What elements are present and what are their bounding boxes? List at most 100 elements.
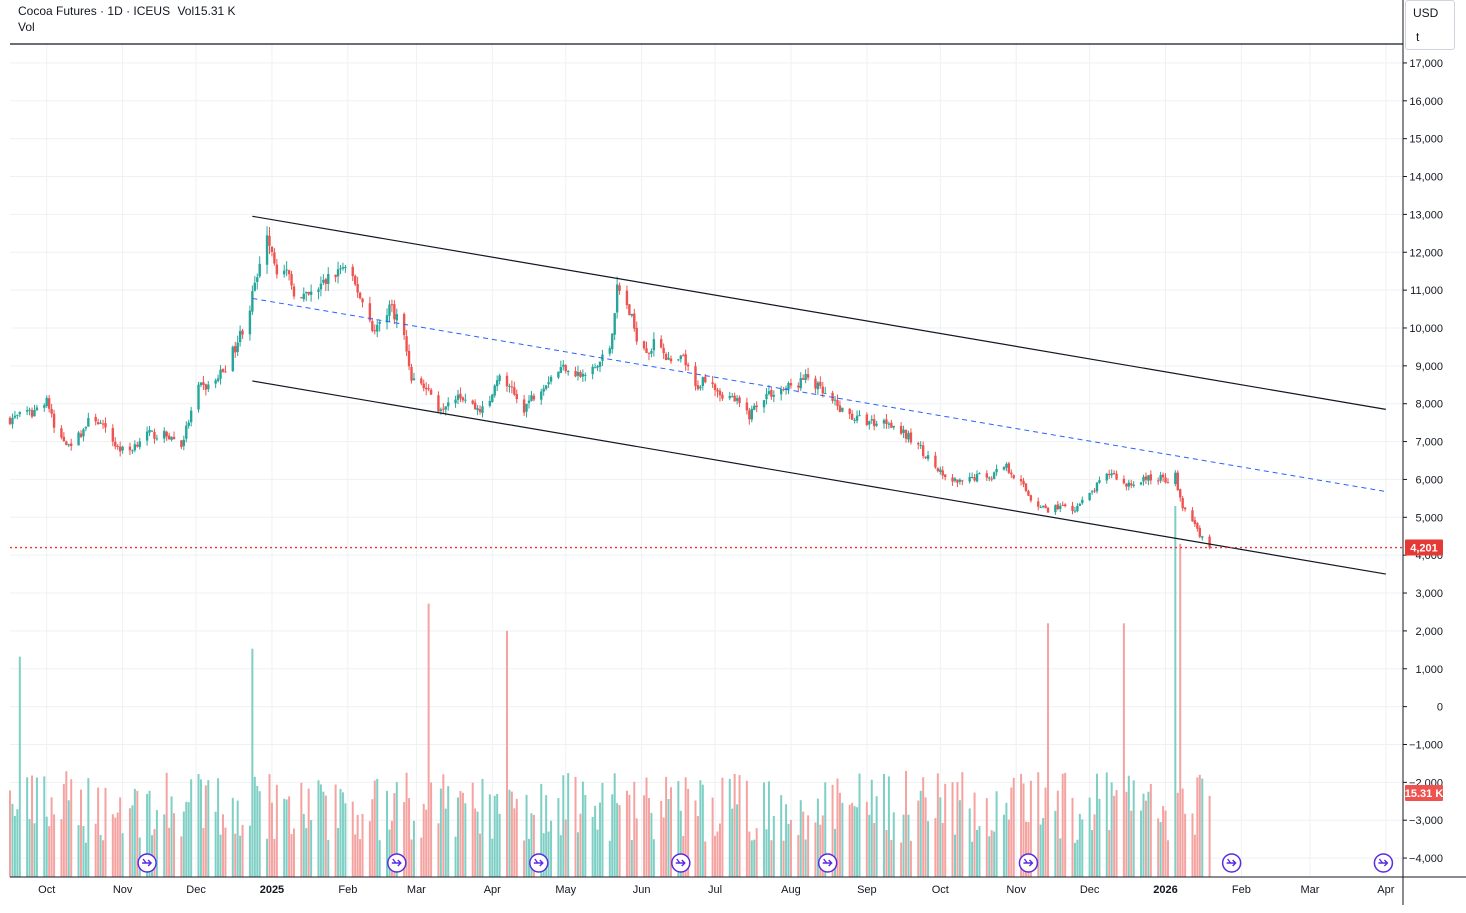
candle-body <box>527 400 531 403</box>
volume-bar <box>679 810 682 877</box>
candle-body <box>204 384 208 390</box>
volume-bar <box>515 798 518 877</box>
candle-body <box>199 382 203 386</box>
candle-body <box>919 445 922 447</box>
candle-body <box>16 414 19 416</box>
volume-bar <box>1191 813 1194 877</box>
candle-body <box>630 313 634 316</box>
volume-bar <box>767 781 770 877</box>
volume-bar <box>907 814 910 877</box>
volume-bar <box>647 798 650 877</box>
volume-bar <box>302 813 305 877</box>
volume-bar <box>836 778 839 877</box>
volume-bar <box>322 791 325 877</box>
volume-bar <box>824 782 827 877</box>
volume-bar <box>26 777 29 877</box>
candle-body <box>939 469 942 473</box>
volume-bar <box>1208 795 1211 877</box>
volume-bar <box>258 791 261 877</box>
y-tick-label: 17,000 <box>1409 58 1443 70</box>
candle-body <box>735 398 739 401</box>
volume-bar <box>1037 772 1040 877</box>
volume-bar <box>378 840 381 877</box>
candle-body <box>865 414 869 426</box>
volume-bar <box>510 791 513 877</box>
candle-body <box>547 382 550 385</box>
candle-body <box>361 298 364 303</box>
volume-bar <box>1149 783 1152 877</box>
candle-body <box>850 413 854 420</box>
candle-body <box>544 385 548 389</box>
volume-bar <box>1039 824 1042 877</box>
volume-bar <box>1132 780 1135 877</box>
y-tick-label: 12,000 <box>1409 247 1443 259</box>
candle-body <box>951 477 954 482</box>
volume-bar <box>951 782 954 877</box>
volume-bar <box>202 828 205 877</box>
volume-bar <box>493 795 496 877</box>
volume-bar <box>292 828 295 877</box>
volume-bar <box>197 774 200 877</box>
candle-body <box>868 421 871 425</box>
volume-bar <box>1005 802 1008 877</box>
volume-bar <box>310 820 313 877</box>
x-tick-label: Jun <box>633 884 651 896</box>
volume-bar <box>643 795 646 877</box>
volume-bar <box>873 822 876 877</box>
legend-sep: · <box>100 4 105 18</box>
volume-bar <box>1122 623 1125 877</box>
volume-bar <box>616 803 619 877</box>
candle-body <box>789 383 793 386</box>
candle-body <box>464 399 467 401</box>
volume-bar <box>1093 814 1096 877</box>
candle-body <box>25 410 29 412</box>
volume-bar <box>31 775 34 877</box>
volume-bar <box>799 800 802 877</box>
volume-bar <box>608 840 611 877</box>
volume-bar <box>290 834 293 877</box>
chart-legend[interactable]: Cocoa Futures · 1D · ICEUS Vol15.31 K Vo… <box>18 3 236 35</box>
volume-bar <box>136 790 139 877</box>
candle-body <box>8 417 12 424</box>
candle-body <box>185 425 188 439</box>
candle-body <box>1208 536 1211 548</box>
time-axis[interactable]: Oct Nov Dec 2025 Feb Mar Apr May Jun Jul Aug Sep Oct… <box>38 884 1395 896</box>
volume-bar <box>797 835 800 877</box>
volume-bar <box>266 838 269 877</box>
interval-label[interactable]: 1D <box>107 4 123 18</box>
candle-body <box>611 333 614 350</box>
volume-bar <box>221 814 224 877</box>
volume-bar <box>275 784 278 877</box>
candle-body <box>508 385 511 387</box>
volume-bar <box>273 838 276 877</box>
volume-bar <box>990 830 993 877</box>
candle-body <box>273 252 276 264</box>
volume-bar <box>579 813 582 877</box>
vol-pane-label[interactable]: Vol <box>18 20 35 34</box>
candle-body <box>961 480 964 482</box>
volume-bar <box>199 779 202 877</box>
symbol-name[interactable]: Cocoa Futures <box>18 4 97 18</box>
candle-body <box>197 384 200 410</box>
volume-bar <box>711 797 714 877</box>
volume-bar <box>447 786 450 877</box>
price-axis[interactable]: 17,000 16,000 15,000 14,000 13,000 12,000 11,0… <box>1403 58 1443 865</box>
volume-bar <box>628 794 631 877</box>
volume-bar <box>699 780 702 877</box>
candle-body <box>613 313 616 335</box>
candle-body <box>302 293 305 300</box>
volume-bar <box>119 797 122 877</box>
symbol-line[interactable]: Cocoa Futures · 1D · ICEUS Vol15.31 K <box>18 3 236 19</box>
volume-bar <box>1164 810 1167 877</box>
y-tick-label: −4,000 <box>1409 853 1443 865</box>
candle-body <box>305 291 308 294</box>
event-markers[interactable] <box>137 853 1394 873</box>
candle-body <box>711 382 714 385</box>
candle-body <box>652 339 656 351</box>
candle-body <box>456 394 460 400</box>
volume-bar <box>687 788 690 877</box>
y-tick-label: 8,000 <box>1415 399 1443 411</box>
volume-bar <box>50 797 53 877</box>
currency-unit-selector[interactable]: USD t <box>1405 0 1455 50</box>
